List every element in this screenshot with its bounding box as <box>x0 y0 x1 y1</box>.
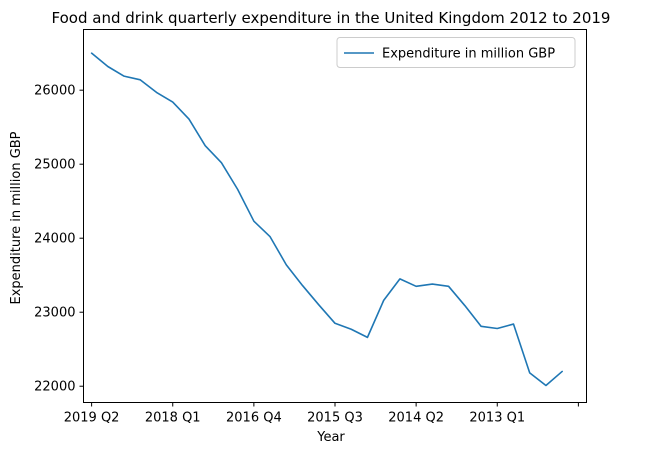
x-tick-label: 2016 Q4 <box>226 411 282 426</box>
x-tick-label: 2014 Q2 <box>388 411 444 426</box>
x-tick-label: 2018 Q1 <box>145 411 201 426</box>
plot-area-frame <box>83 29 587 403</box>
legend-entry-label: Expenditure in million GBP <box>382 47 555 62</box>
y-axis-label: Expenditure in million GBP <box>9 131 24 304</box>
y-tick-label: 26000 <box>34 84 75 99</box>
series-line <box>90 52 563 387</box>
y-axis-ticks: 22000 23000 24000 25000 26000 <box>34 84 84 395</box>
x-tick-label: 2015 Q3 <box>307 411 363 426</box>
x-tick-label: 2013 Q1 <box>469 411 525 426</box>
x-axis-ticks: 2019 Q2 2018 Q1 2016 Q4 2015 Q3 2014 Q2 2013 … <box>64 402 579 426</box>
legend: Expenditure in million GBP <box>336 37 576 68</box>
y-tick-label: 25000 <box>34 158 75 173</box>
chart-title: Food and drink quarterly expenditure in … <box>52 9 611 27</box>
x-axis-label: Year <box>316 430 345 445</box>
y-tick-label: 23000 <box>34 306 75 321</box>
x-tick-label: 2019 Q2 <box>64 411 120 426</box>
legend-box <box>336 37 576 68</box>
y-tick-label: 22000 <box>34 380 75 395</box>
y-tick-label: 24000 <box>34 232 75 247</box>
